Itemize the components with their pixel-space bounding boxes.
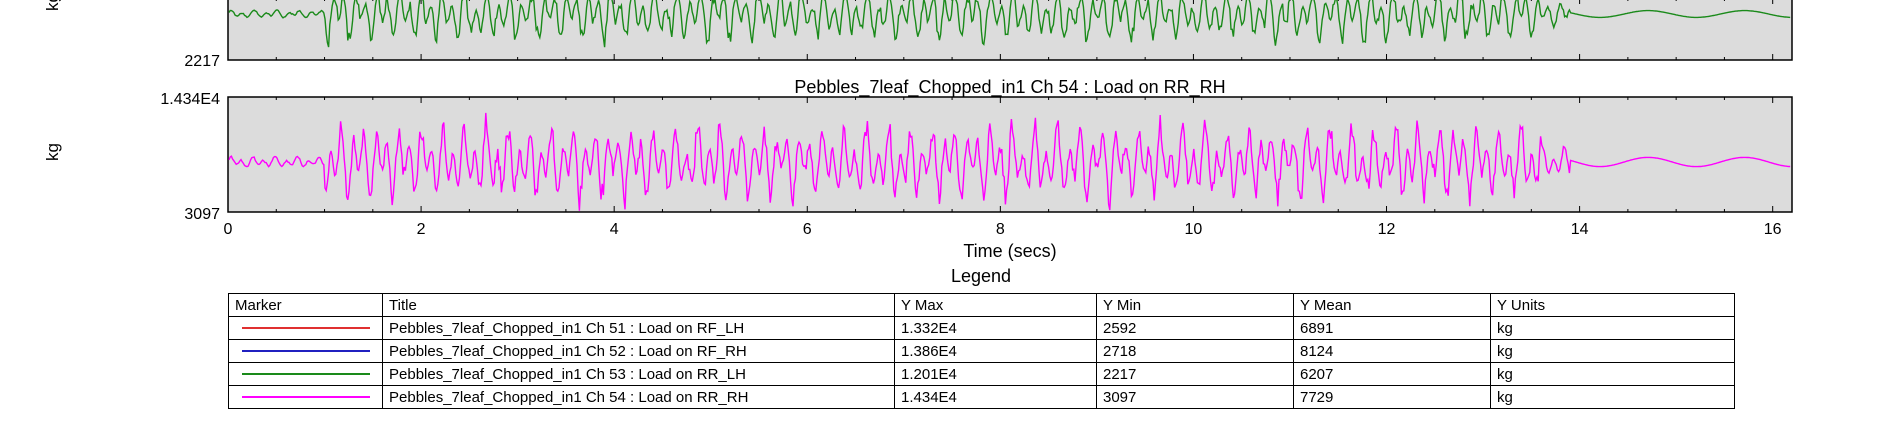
series-line-ch54	[228, 112, 1791, 211]
legend-row-ymax: 1.332E4	[894, 316, 1097, 340]
legend-table: Marker Title Y Max Y Min Y Mean Y Units …	[228, 293, 1735, 409]
legend-header-marker: Marker	[228, 293, 383, 317]
legend-title: Legend	[950, 266, 1012, 286]
legend-row-units: kg	[1490, 316, 1735, 340]
legend-row-ymin: 2592	[1096, 316, 1294, 340]
legend-header-ymean: Y Mean	[1293, 293, 1491, 317]
legend-header-yunits: Y Units	[1490, 293, 1735, 317]
x-tick-labels: 0 2 4 6 8 10 12 14 16	[224, 221, 1782, 238]
legend-marker	[228, 362, 383, 386]
top-ymin-label: 2217	[184, 53, 220, 70]
legend-row-ymin: 2217	[1096, 362, 1294, 386]
legend-row-title: Pebbles_7leaf_Chopped_in1 Ch 51 : Load o…	[382, 316, 895, 340]
legend-header-title: Title	[382, 293, 895, 317]
legend-row-units: kg	[1490, 339, 1735, 363]
x-tick-label: 2	[417, 221, 426, 238]
legend-header-ymin: Y Min	[1096, 293, 1294, 317]
legend-row-ymean: 8124	[1293, 339, 1491, 363]
legend-row-ymean: 6891	[1293, 316, 1491, 340]
legend-header-row: Marker Title Y Max Y Min Y Mean Y Units	[228, 293, 1735, 317]
legend-marker	[228, 339, 383, 363]
legend-row: Pebbles_7leaf_Chopped_in1 Ch 52 : Load o…	[228, 339, 1735, 363]
legend-row-units: kg	[1490, 385, 1735, 409]
legend-row-ymean: 7729	[1293, 385, 1491, 409]
legend-row-title: Pebbles_7leaf_Chopped_in1 Ch 53 : Load o…	[382, 362, 895, 386]
legend-row: Pebbles_7leaf_Chopped_in1 Ch 54 : Load o…	[228, 385, 1735, 409]
legend-row-ymin: 2718	[1096, 339, 1294, 363]
legend-row-title: Pebbles_7leaf_Chopped_in1 Ch 54 : Load o…	[382, 385, 895, 409]
legend-row-title: Pebbles_7leaf_Chopped_in1 Ch 52 : Load o…	[382, 339, 895, 363]
chart-title-ch54: Pebbles_7leaf_Chopped_in1 Ch 54 : Load o…	[794, 77, 1225, 98]
bottom-ymin-label: 3097	[184, 206, 220, 223]
marker-line-ch52	[241, 350, 370, 352]
bottom-ylabel: kg	[43, 143, 62, 161]
legend-header-ymax: Y Max	[894, 293, 1097, 317]
top-ylabel: kg	[43, 0, 62, 11]
x-tick-label: 4	[610, 221, 619, 238]
x-tick-label: 14	[1571, 221, 1589, 238]
x-tick-label: 12	[1378, 221, 1396, 238]
legend-row-ymean: 6207	[1293, 362, 1491, 386]
bottom-ymax-label: 1.434E4	[160, 91, 220, 108]
legend-row-ymax: 1.386E4	[894, 339, 1097, 363]
legend-marker	[228, 385, 383, 409]
legend-row: Pebbles_7leaf_Chopped_in1 Ch 51 : Load o…	[228, 316, 1735, 340]
bottom-x-ticks	[227, 97, 1774, 212]
marker-line-ch53	[241, 373, 370, 375]
x-axis-label: Time (secs)	[963, 241, 1056, 261]
x-tick-label: 16	[1764, 221, 1782, 238]
legend-row: Pebbles_7leaf_Chopped_in1 Ch 53 : Load o…	[228, 362, 1735, 386]
marker-line-ch51	[241, 327, 370, 329]
legend-row-ymax: 1.201E4	[894, 362, 1097, 386]
x-tick-label: 8	[996, 221, 1005, 238]
series-line-ch53	[228, 0, 1791, 48]
x-tick-label: 10	[1185, 221, 1203, 238]
marker-line-ch54	[241, 396, 370, 398]
legend-row-ymin: 3097	[1096, 385, 1294, 409]
x-tick-label: 0	[224, 221, 233, 238]
legend-marker	[228, 316, 383, 340]
x-tick-label: 6	[803, 221, 812, 238]
legend-row-units: kg	[1490, 362, 1735, 386]
legend-row-ymax: 1.434E4	[894, 385, 1097, 409]
top-x-ticks	[227, 0, 1774, 60]
